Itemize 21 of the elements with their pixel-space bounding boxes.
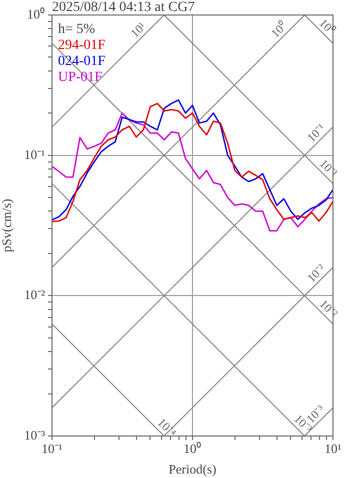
x-tick-label: 10⁰ — [184, 441, 202, 456]
x-tick-label: 10⁻¹ — [42, 441, 63, 456]
annotation: 10⁻⁴ — [154, 415, 179, 440]
y-tick-label: 10⁰ — [27, 6, 45, 22]
annotation: h= 5% — [58, 22, 96, 37]
annotation: 10⁻¹ — [316, 156, 341, 180]
y-tick-label: 10⁻¹ — [24, 146, 46, 162]
chart-title: 2025/08/14 04:13 at CG7 — [52, 0, 195, 15]
text: UP-01F — [58, 70, 103, 85]
text: 294-01F — [58, 38, 106, 53]
text: 024-01F — [58, 54, 106, 69]
y-tick-label: 10⁻² — [24, 287, 46, 302]
x-axis-title: Period(s) — [168, 462, 216, 477]
annotation: 10⁰ — [268, 19, 290, 40]
annotation: 10⁻¹ — [304, 120, 328, 145]
y-axis-title: pSv(cm/s) — [0, 198, 14, 252]
y-tick-label: 10⁻³ — [24, 427, 46, 442]
annotation: 10¹ — [128, 18, 149, 40]
annotation: 10⁻² — [304, 261, 328, 286]
annotation: 10⁻² — [316, 296, 341, 321]
x-tick-label: 10¹ — [324, 441, 342, 456]
